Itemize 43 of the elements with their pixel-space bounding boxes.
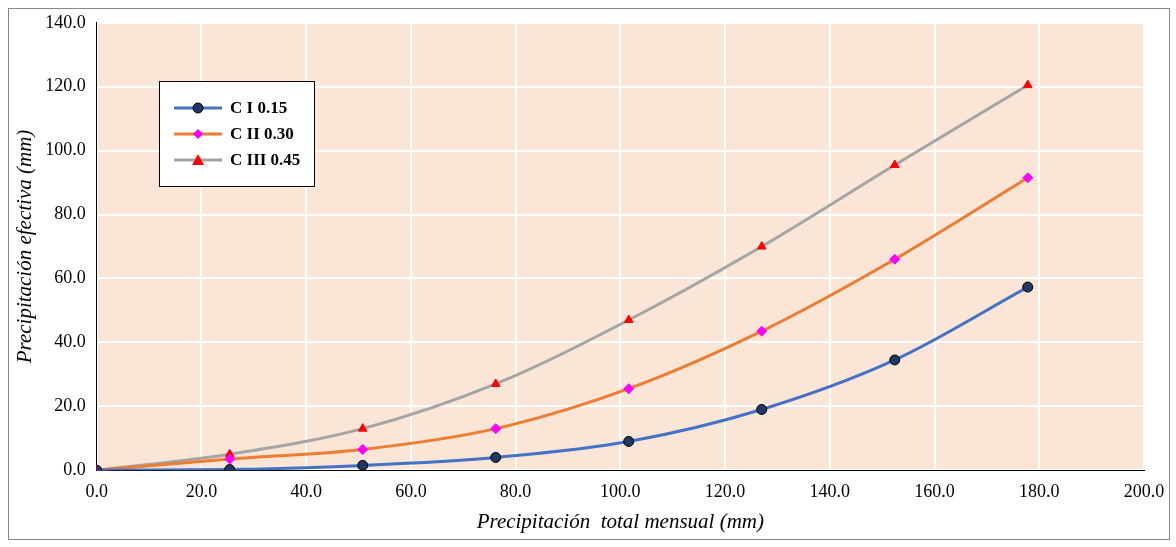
legend-label: C II 0.30: [230, 124, 294, 144]
point: [756, 325, 768, 337]
y-tick-label: 140.0: [45, 11, 86, 32]
point: [1022, 79, 1033, 89]
x-tick-label: 20.0: [185, 480, 218, 501]
point: [889, 253, 901, 265]
x-tick-label: 160.0: [914, 480, 955, 501]
point: [623, 383, 635, 395]
legend-label: C I 0.15: [230, 98, 288, 118]
point: [1022, 281, 1034, 293]
point: [889, 159, 900, 169]
x-tick-label: 60.0: [395, 480, 427, 501]
point: [889, 354, 901, 366]
y-tick-label: 0.0: [63, 458, 86, 479]
x-tick-label: 80.0: [499, 480, 532, 501]
x-tick-label: 200.0: [1123, 480, 1165, 501]
point: [756, 403, 768, 415]
y-tick-label: 100.0: [45, 139, 86, 160]
point: [623, 435, 635, 447]
x-tick-label: 180.0: [1019, 480, 1060, 501]
y-tick-label: 40.0: [54, 331, 86, 352]
y-tick-label: 20.0: [54, 395, 86, 416]
point: [357, 423, 368, 432]
x-tick-label: 120.0: [704, 480, 746, 501]
point: [756, 241, 767, 250]
x-tick-label: 0.0: [85, 480, 108, 501]
legend-label: C III 0.45: [230, 150, 301, 170]
x-tick-label: 140.0: [809, 480, 851, 501]
point: [490, 451, 502, 463]
point: [357, 443, 369, 455]
x-tick-label: 40.0: [290, 480, 322, 501]
x-tick-label: 100.0: [600, 480, 641, 501]
point: [357, 459, 369, 471]
y-tick-label: 120.0: [45, 75, 86, 96]
point: [1022, 172, 1034, 184]
point: [623, 314, 634, 323]
y-tick-label: 60.0: [54, 267, 86, 288]
x-axis-title: Precipitación total mensual (mm): [475, 508, 765, 533]
point: [224, 453, 236, 465]
point: [490, 423, 502, 435]
y-axis-title: Precipitación efectiva (mm): [12, 129, 37, 365]
y-tick-label: 80.0: [54, 203, 86, 224]
point: [490, 378, 501, 387]
